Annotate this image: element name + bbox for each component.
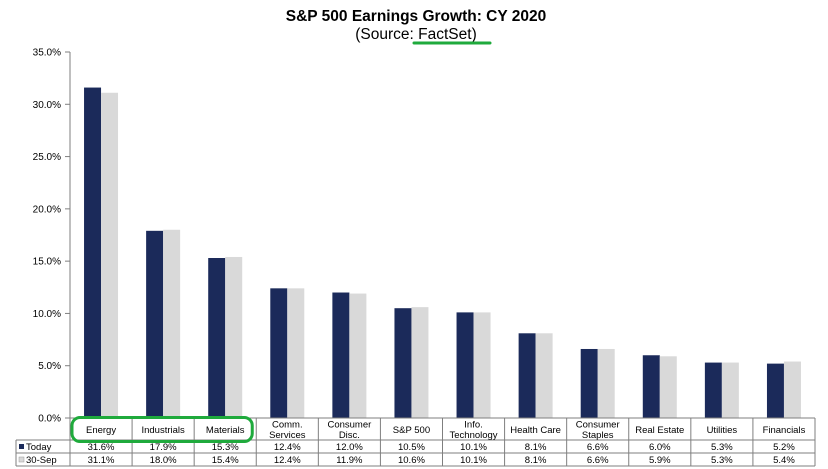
data-table-value: 6.6% bbox=[587, 442, 609, 453]
x-category-label: Real Estate bbox=[635, 425, 684, 436]
x-category-label: Services bbox=[269, 430, 306, 441]
bar-30-sep bbox=[597, 348, 615, 418]
data-table-value: 10.6% bbox=[398, 455, 425, 466]
data-table-value: 17.9% bbox=[150, 442, 177, 453]
y-tick-label: 5.0% bbox=[38, 361, 61, 372]
data-table-value: 10.5% bbox=[398, 442, 425, 453]
data-table-value: 15.3% bbox=[212, 442, 239, 453]
data-table-value: 18.0% bbox=[150, 455, 177, 466]
bar-30-sep bbox=[473, 312, 491, 418]
x-category-label: Industrials bbox=[141, 425, 185, 436]
bar-today bbox=[270, 288, 288, 418]
y-tick-label: 20.0% bbox=[33, 204, 61, 215]
bar-30-sep bbox=[783, 361, 801, 418]
data-table-value: 5.3% bbox=[711, 442, 733, 453]
subtitle-source: FactSet bbox=[418, 26, 472, 43]
data-table-value: 12.4% bbox=[274, 442, 301, 453]
y-tick-label: 35.0% bbox=[33, 48, 61, 59]
data-table-value: 10.1% bbox=[460, 455, 487, 466]
x-category-label: Staples bbox=[582, 430, 614, 441]
y-tick-label: 25.0% bbox=[33, 152, 61, 163]
bar-30-sep bbox=[411, 307, 429, 418]
data-table-value: 5.9% bbox=[649, 455, 671, 466]
bar-30-sep bbox=[225, 256, 243, 418]
subtitle-prefix: (Source: bbox=[355, 26, 418, 43]
subtitle-suffix: ) bbox=[472, 26, 477, 43]
bar-today bbox=[766, 363, 784, 418]
x-category-label: Health Care bbox=[510, 425, 561, 436]
data-table-value: 12.0% bbox=[336, 442, 363, 453]
y-tick-label: 10.0% bbox=[33, 309, 61, 320]
x-category-label: Technology bbox=[450, 430, 498, 441]
data-table-value: 8.1% bbox=[525, 442, 547, 453]
chart-subtitle: (Source: FactSet) bbox=[355, 26, 476, 43]
x-category-label: S&P 500 bbox=[393, 425, 430, 436]
bar-30-sep bbox=[163, 229, 181, 418]
bar-30-sep bbox=[535, 333, 553, 418]
bar-today bbox=[456, 312, 474, 418]
bar-today bbox=[332, 292, 350, 418]
x-category-label: Disc. bbox=[339, 430, 360, 441]
bar-today bbox=[518, 333, 536, 418]
data-table-value: 5.4% bbox=[773, 455, 795, 466]
data-table-value: 5.3% bbox=[711, 455, 733, 466]
x-category-label: Comm. bbox=[272, 420, 303, 431]
highlight-outline bbox=[70, 416, 254, 443]
bar-today bbox=[84, 87, 102, 418]
data-table-value: 8.1% bbox=[525, 455, 547, 466]
data-table-value: 12.4% bbox=[274, 455, 301, 466]
bar-today bbox=[580, 348, 598, 418]
y-tick-label: 15.0% bbox=[33, 257, 61, 268]
bar-30-sep bbox=[349, 293, 367, 418]
x-category-label: Financials bbox=[763, 425, 806, 436]
bar-today bbox=[208, 258, 226, 418]
bar-today bbox=[394, 308, 412, 418]
bar-today bbox=[704, 362, 722, 418]
data-table-value: 10.1% bbox=[460, 442, 487, 453]
legend-series-name: Today bbox=[26, 442, 52, 453]
data-table-value: 5.2% bbox=[773, 442, 795, 453]
x-category-label: Utilities bbox=[707, 425, 738, 436]
legend-key-swatch bbox=[19, 444, 24, 449]
y-tick-label: 0.0% bbox=[38, 414, 61, 425]
data-table-value: 11.9% bbox=[336, 455, 363, 466]
bar-today bbox=[642, 355, 660, 418]
y-tick-label: 30.0% bbox=[33, 100, 61, 111]
x-category-label: Energy bbox=[86, 425, 116, 436]
bar-30-sep bbox=[101, 92, 119, 418]
x-category-label: Info. bbox=[464, 420, 483, 431]
bar-30-sep bbox=[659, 356, 677, 418]
x-category-label: Consumer bbox=[327, 420, 371, 431]
bar-today bbox=[146, 230, 164, 418]
x-category-label: Materials bbox=[206, 425, 245, 436]
data-table-value: 6.0% bbox=[649, 442, 671, 453]
data-table-value: 6.6% bbox=[587, 455, 609, 466]
bar-30-sep bbox=[287, 288, 305, 418]
legend-series-name: 30-Sep bbox=[26, 455, 57, 466]
bar-30-sep bbox=[721, 362, 739, 418]
x-category-label: Consumer bbox=[576, 420, 620, 431]
data-table-value: 31.1% bbox=[88, 455, 115, 466]
plot-area: 0.0% 5.0% 10.0% 15.0% 20.0% 25.0% 30.0% 35.0% En… bbox=[15, 48, 816, 467]
chart-title: S&P 500 Earnings Growth: CY 2020 bbox=[286, 8, 546, 25]
data-table-value: 31.6% bbox=[88, 442, 115, 453]
data-table-value: 15.4% bbox=[212, 455, 239, 466]
legend-key-swatch bbox=[18, 456, 25, 463]
